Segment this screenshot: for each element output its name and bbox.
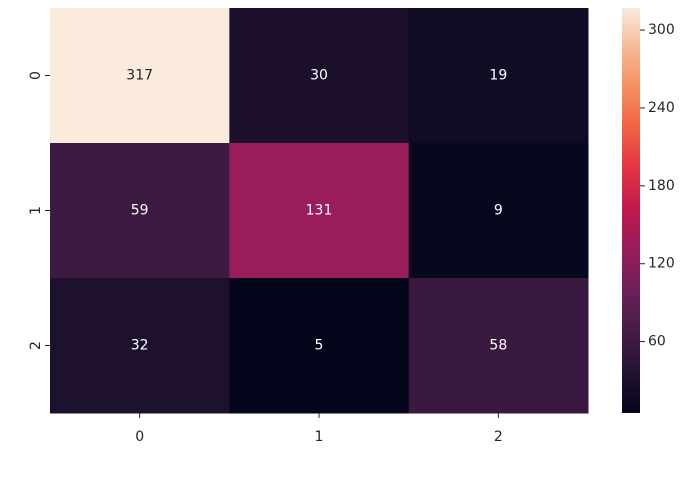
x-tick-label: 2 [494, 429, 503, 445]
colorbar-tick-label: 240 [648, 100, 675, 116]
colorbar [622, 8, 640, 413]
cell-label: 32 [131, 338, 149, 354]
cell-label: 58 [489, 338, 507, 354]
heatmap-cell [408, 278, 589, 414]
y-tick-label: 1 [28, 206, 44, 215]
heatmap-cell [50, 143, 230, 279]
y-tick-label: 0 [28, 71, 44, 80]
x-tick-label: 0 [135, 429, 144, 445]
cell-label: 30 [310, 68, 328, 84]
cell-label: 9 [494, 203, 503, 219]
colorbar-tick-label: 300 [648, 22, 675, 38]
cell-label: 59 [131, 203, 149, 219]
x-tick-label: 1 [315, 429, 324, 445]
cell-label: 5 [315, 338, 324, 354]
cell-label: 19 [489, 68, 507, 84]
heatmap-cell [408, 8, 589, 144]
heatmap-cell [50, 8, 230, 144]
heatmap-cell [229, 278, 410, 414]
cell-label: 131 [306, 203, 333, 219]
colorbar-tick-label: 60 [648, 334, 666, 350]
heatmap-cell [408, 143, 589, 279]
colorbar-tick-label: 120 [648, 256, 675, 272]
heatmap-cell [50, 278, 230, 414]
y-tick-label: 2 [28, 341, 44, 350]
heatmap-cell [229, 143, 410, 279]
colorbar-tick-label: 180 [648, 178, 675, 194]
heatmap-cell [229, 8, 410, 144]
cell-label: 317 [126, 68, 153, 84]
